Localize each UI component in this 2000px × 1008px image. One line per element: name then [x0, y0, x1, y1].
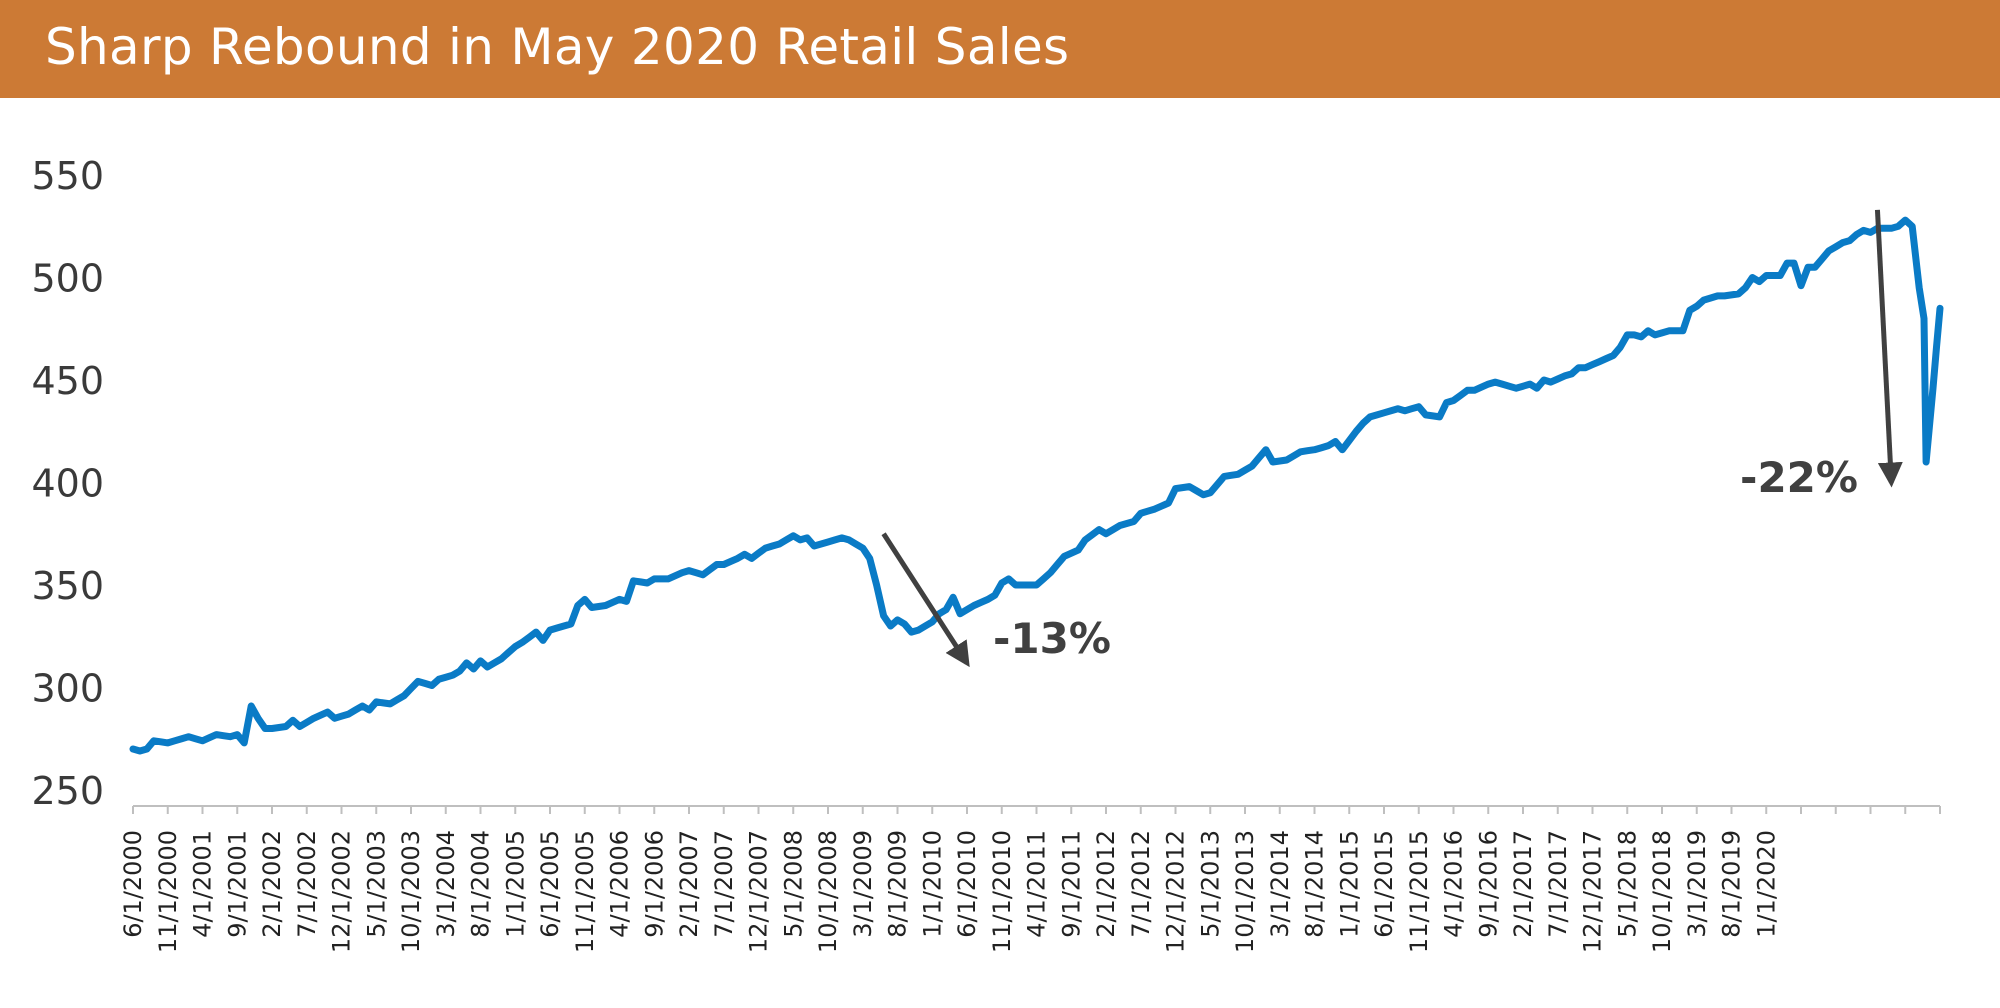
x-tick-label: 11/1/2010: [988, 830, 1016, 953]
x-tick-label: 7/1/2007: [710, 830, 738, 938]
title-banner: Sharp Rebound in May 2020 Retail Sales: [0, 0, 2000, 98]
x-tick-label: 8/1/2014: [1301, 830, 1329, 938]
x-tick-label: 6/1/2015: [1370, 830, 1398, 938]
y-axis: 250 300 350 400 450 500 550: [31, 154, 104, 813]
x-tick-label: 8/1/2019: [1718, 830, 1746, 938]
x-tick-label: 5/1/2003: [362, 830, 390, 938]
plot-area: [129, 216, 1944, 755]
y-tick-label: 500: [31, 257, 104, 301]
x-tick-label: 11/1/2000: [154, 830, 182, 953]
x-tick-label: 1/1/2020: [1752, 830, 1780, 938]
x-tick-label: 12/1/2012: [1162, 830, 1190, 953]
y-tick-label: 350: [31, 564, 104, 608]
x-tick-label: 1/1/2015: [1335, 830, 1363, 938]
x-axis: 6/1/2000 11/1/2000 4/1/2001 9/1/2001 2/1/200…: [119, 805, 1941, 953]
x-tick-label: 3/1/2004: [432, 830, 460, 938]
x-tick-label: 3/1/2014: [1266, 830, 1294, 938]
x-tick-label: 4/1/2001: [189, 830, 217, 938]
x-tick-label: 7/1/2002: [293, 830, 321, 938]
x-tick-label: 2/1/2017: [1509, 830, 1537, 938]
x-tick-label: 8/1/2009: [884, 830, 912, 938]
x-tick-label: 11/1/2015: [1405, 830, 1433, 953]
chart-title: Sharp Rebound in May 2020 Retail Sales: [45, 18, 1070, 76]
x-tick-label: 9/1/2011: [1057, 830, 1085, 938]
x-tick-label: 4/1/2006: [606, 830, 634, 938]
x-tick-label: 12/1/2007: [745, 830, 773, 953]
x-tick-label: 2/1/2012: [1092, 830, 1120, 938]
x-tick-label: 2/1/2007: [675, 830, 703, 938]
y-tick-label: 300: [31, 667, 104, 711]
x-tick-label: 10/1/2008: [814, 830, 842, 953]
x-tick-label: 11/1/2005: [571, 830, 599, 953]
x-tick-label: 6/1/2010: [953, 830, 981, 938]
x-tick-label: 9/1/2016: [1474, 830, 1502, 938]
annotation-label: -13%: [993, 614, 1111, 663]
annotation-arrow: [881, 532, 970, 668]
x-tick-label: 6/1/2005: [536, 830, 564, 938]
y-tick-label: 250: [31, 769, 104, 813]
x-tick-label: 4/1/2011: [1023, 830, 1051, 938]
retail-sales-line: [129, 216, 1944, 755]
x-tick-label: 5/1/2013: [1196, 830, 1224, 938]
x-tick-label: 9/1/2001: [223, 830, 251, 938]
x-tick-label: 6/1/2000: [119, 830, 147, 938]
y-tick-label: 450: [31, 359, 104, 403]
annotation-arrow: [1874, 209, 1903, 488]
x-tick-label: 3/1/2019: [1683, 830, 1711, 938]
x-tick-label: 10/1/2018: [1648, 830, 1676, 953]
x-tick-label: 12/1/2017: [1579, 830, 1607, 953]
x-tick-label: 7/1/2012: [1127, 830, 1155, 938]
x-tick-label: 10/1/2013: [1231, 830, 1259, 953]
x-tick-label: 4/1/2016: [1440, 830, 1468, 938]
x-tick-label: 1/1/2010: [918, 830, 946, 938]
x-tick-label: 5/1/2008: [779, 830, 807, 938]
x-tick-label: 3/1/2009: [849, 830, 877, 938]
y-tick-label: 400: [31, 462, 104, 506]
annotations: -13% -22%: [881, 209, 1903, 668]
x-tick-label: 8/1/2004: [467, 830, 495, 938]
x-tick-label: 5/1/2018: [1613, 830, 1641, 938]
x-tick-label: 10/1/2003: [397, 830, 425, 953]
x-tick-label: 12/1/2002: [328, 830, 356, 953]
y-tick-label: 550: [31, 154, 104, 198]
x-tick-label: 9/1/2006: [640, 830, 668, 938]
annotation-label: -22%: [1740, 453, 1858, 502]
x-tick-label: 2/1/2002: [258, 830, 286, 938]
x-tick-label: 7/1/2017: [1544, 830, 1572, 938]
x-tick-label: 1/1/2005: [501, 830, 529, 938]
